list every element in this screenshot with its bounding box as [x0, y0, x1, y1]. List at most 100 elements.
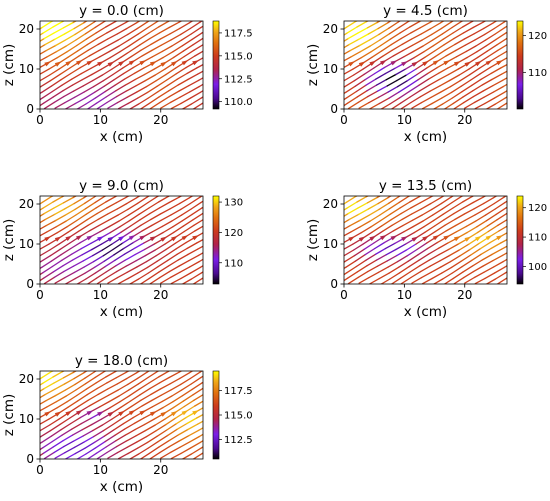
streamline-segment: [390, 102, 402, 109]
streamline-segment: [460, 254, 472, 262]
streamline-segment: [170, 33, 182, 41]
streamline-segment: [493, 196, 505, 205]
streamline-segment: [483, 22, 495, 30]
streamline-segment: [126, 91, 138, 98]
streamline-segment: [178, 361, 188, 366]
streamline-segment: [106, 208, 118, 215]
streamline-segment: [24, 389, 34, 395]
streamline-segment: [473, 27, 485, 35]
streamline-segment: [423, 44, 435, 53]
streamline-segment: [126, 22, 138, 30]
streamline-segment: [95, 26, 107, 34]
streamline-segment: [389, 272, 401, 280]
streamline-segment: [86, 102, 98, 109]
streamline-segment: [196, 238, 203, 244]
streamline-segment: [196, 245, 203, 250]
x-tick-label: 20: [153, 113, 168, 127]
streamline-segment: [40, 260, 42, 263]
streamline-segment: [108, 220, 120, 228]
streamline-segment: [400, 276, 412, 284]
streamline-segment: [460, 79, 472, 87]
streamline-segment: [197, 252, 203, 257]
streamline-segment: [357, 95, 369, 104]
streamline-arrow: [86, 235, 94, 241]
x-tick-label: 20: [457, 288, 472, 302]
streamline-segment: [344, 37, 349, 42]
streamline-segment: [356, 265, 368, 273]
streamline-segment: [71, 79, 83, 86]
streamline-segment: [77, 43, 89, 52]
streamline-segment: [86, 277, 98, 284]
streamline-segment: [55, 389, 67, 397]
streamline-segment: [144, 249, 156, 257]
y-tick-label: 10: [323, 62, 338, 76]
streamline-segment: [119, 44, 131, 53]
streamline-segment: [493, 11, 503, 17]
streamline-segment: [40, 26, 44, 30]
streamline-segment: [376, 85, 388, 92]
streamline-segment: [411, 276, 423, 284]
colorbar-tick-label: 110: [528, 233, 547, 244]
streamline-segment: [190, 97, 202, 105]
streamline-segment: [139, 37, 151, 46]
streamline-segment: [367, 265, 379, 273]
streamline-segment: [366, 84, 378, 92]
streamline-segment: [46, 50, 58, 58]
streamline-segment: [138, 447, 150, 455]
streamline-segment: [77, 399, 89, 407]
y-tick-label: 20: [19, 372, 34, 386]
streamline-segment: [450, 85, 462, 94]
streamline-segment: [138, 272, 150, 280]
axes-frame: [39, 20, 204, 110]
streamline-segment: [93, 260, 105, 268]
streamline-segment: [412, 220, 424, 228]
streamline-segment: [178, 196, 183, 198]
streamline-segment: [472, 265, 484, 273]
streamline-segment: [202, 108, 203, 109]
streamline-segment: [95, 96, 107, 104]
streamline-segment: [353, 248, 365, 257]
streamline-segment: [482, 186, 492, 191]
streamline-segment: [376, 196, 382, 199]
streamline-segment: [167, 185, 177, 191]
streamline-segment: [178, 260, 190, 267]
streamline-segment: [471, 259, 483, 267]
streamline-segment: [420, 90, 431, 98]
streamline-segment: [426, 241, 438, 250]
streamline-segment: [202, 44, 203, 45]
streamline-segment: [40, 231, 48, 237]
streamline-segment: [418, 253, 430, 261]
streamline-segment: [389, 32, 401, 40]
streamline-segment: [25, 45, 35, 51]
streamline-segment: [344, 26, 348, 30]
streamline-segment: [196, 63, 203, 69]
streamline-segment: [429, 21, 434, 24]
streamline-segment: [452, 96, 464, 105]
streamline-segment: [127, 27, 139, 36]
streamline-segment: [146, 435, 158, 444]
streamline-segment: [387, 260, 399, 268]
streamline-segment: [482, 260, 494, 267]
streamline-segment: [464, 276, 476, 284]
streamline-segment: [73, 197, 85, 205]
streamline-segment: [168, 21, 180, 29]
streamline-segment: [116, 90, 127, 98]
x-tick-label: 10: [397, 113, 412, 127]
streamline-segment: [148, 446, 160, 455]
streamline-segment: [471, 253, 482, 262]
streamline-segment: [471, 10, 481, 16]
streamline-segment: [40, 102, 45, 107]
streamline-segment: [381, 49, 393, 57]
streamline-segment: [140, 43, 152, 51]
streamline-segment: [344, 68, 354, 75]
streamline-segment: [147, 196, 159, 204]
streamline-segment: [188, 254, 200, 262]
streamline-segment: [190, 201, 202, 210]
streamline-arrow: [107, 61, 115, 67]
streamline-segment: [480, 72, 492, 80]
streamline-segment: [77, 218, 89, 227]
streamline-segment: [186, 67, 198, 75]
streamline-segment: [49, 68, 60, 76]
streamline-segment: [117, 452, 129, 459]
